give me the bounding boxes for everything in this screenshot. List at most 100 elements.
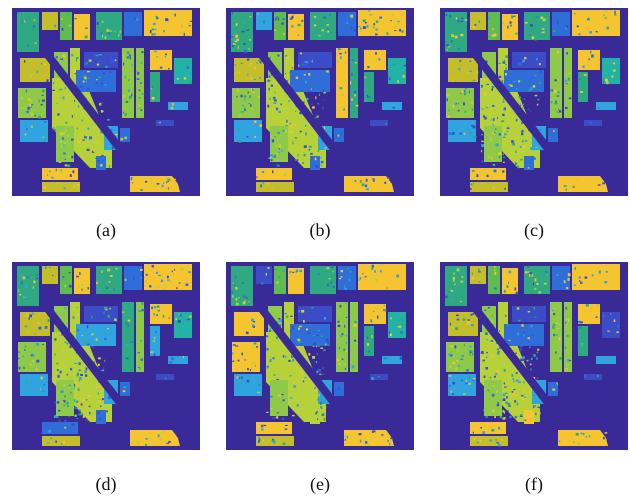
speckle <box>189 315 192 318</box>
speckle <box>105 410 108 413</box>
speckle <box>24 133 27 136</box>
speckle <box>242 30 245 33</box>
speckle <box>86 386 89 389</box>
speckle <box>498 443 501 447</box>
speckle <box>465 382 468 385</box>
speckle <box>43 75 45 78</box>
speckle <box>237 359 240 362</box>
speckle <box>304 376 307 379</box>
speckle <box>356 342 358 344</box>
speckle <box>60 391 63 393</box>
speckle <box>282 129 285 132</box>
speckle <box>524 56 527 60</box>
speckle <box>136 78 140 80</box>
speckle <box>371 264 374 268</box>
speckle <box>350 14 354 18</box>
speckle <box>274 91 276 94</box>
speckle <box>485 416 489 419</box>
field-region <box>156 120 174 126</box>
speckle <box>503 98 505 101</box>
speckle <box>34 42 37 44</box>
speckle <box>481 150 483 153</box>
speckle <box>325 337 328 340</box>
speckle <box>249 39 251 41</box>
speckle <box>78 140 81 143</box>
speckle <box>576 25 579 28</box>
speckle <box>508 270 512 274</box>
speckle <box>122 54 124 58</box>
speckle <box>501 132 504 135</box>
speckle <box>582 65 585 68</box>
speckle <box>508 84 512 86</box>
speckle <box>282 355 285 358</box>
speckle <box>459 59 462 62</box>
speckle <box>340 56 342 59</box>
speckle <box>114 318 117 322</box>
speckle <box>286 119 288 123</box>
speckle <box>244 49 247 53</box>
speckle <box>259 61 262 64</box>
speckle <box>360 27 362 31</box>
speckle <box>152 33 155 36</box>
speckle <box>240 62 243 64</box>
field-region <box>448 374 476 396</box>
speckle <box>63 152 66 155</box>
speckle <box>467 321 471 324</box>
speckle <box>611 102 614 105</box>
speckle <box>300 137 302 141</box>
speckle <box>67 405 69 407</box>
speckle <box>531 36 535 40</box>
speckle <box>555 334 559 336</box>
speckle <box>323 417 326 421</box>
speckle <box>56 103 58 105</box>
field-region <box>60 266 72 294</box>
speckle <box>502 409 504 413</box>
speckle <box>533 282 535 285</box>
speckle <box>184 318 186 321</box>
speckle <box>613 69 616 72</box>
speckle <box>450 289 454 292</box>
speckle <box>131 304 133 308</box>
speckle <box>281 22 284 25</box>
field-region <box>504 70 544 92</box>
speckle <box>455 103 458 106</box>
speckle <box>244 359 246 361</box>
speckle <box>235 298 238 301</box>
speckle <box>111 60 114 63</box>
speckle <box>231 290 233 294</box>
speckle <box>317 418 319 420</box>
speckle <box>534 278 537 282</box>
speckle <box>529 110 532 112</box>
speckle <box>104 359 106 362</box>
speckle <box>552 388 556 391</box>
speckle <box>354 180 356 182</box>
speckle <box>244 108 246 111</box>
speckle <box>447 115 450 118</box>
speckle <box>495 439 497 441</box>
speckle <box>364 22 367 24</box>
speckle <box>377 376 380 378</box>
speckle <box>171 103 174 106</box>
field-region <box>17 266 39 306</box>
speckle <box>371 326 374 328</box>
speckle <box>306 97 309 101</box>
speckle <box>456 101 459 103</box>
speckle <box>84 35 88 39</box>
speckle <box>54 24 57 28</box>
speckle <box>157 77 160 79</box>
speckle <box>371 377 374 380</box>
speckle <box>285 55 288 57</box>
speckle <box>40 376 43 380</box>
field-region <box>552 12 570 36</box>
speckle <box>350 81 352 85</box>
speckle <box>278 165 281 167</box>
speckle <box>23 295 27 298</box>
speckle <box>355 63 357 67</box>
speckle <box>64 419 67 423</box>
speckle <box>100 370 104 372</box>
speckle <box>88 59 92 62</box>
speckle <box>107 32 111 35</box>
speckle <box>171 177 174 181</box>
speckle <box>336 109 339 111</box>
speckle <box>505 55 509 58</box>
